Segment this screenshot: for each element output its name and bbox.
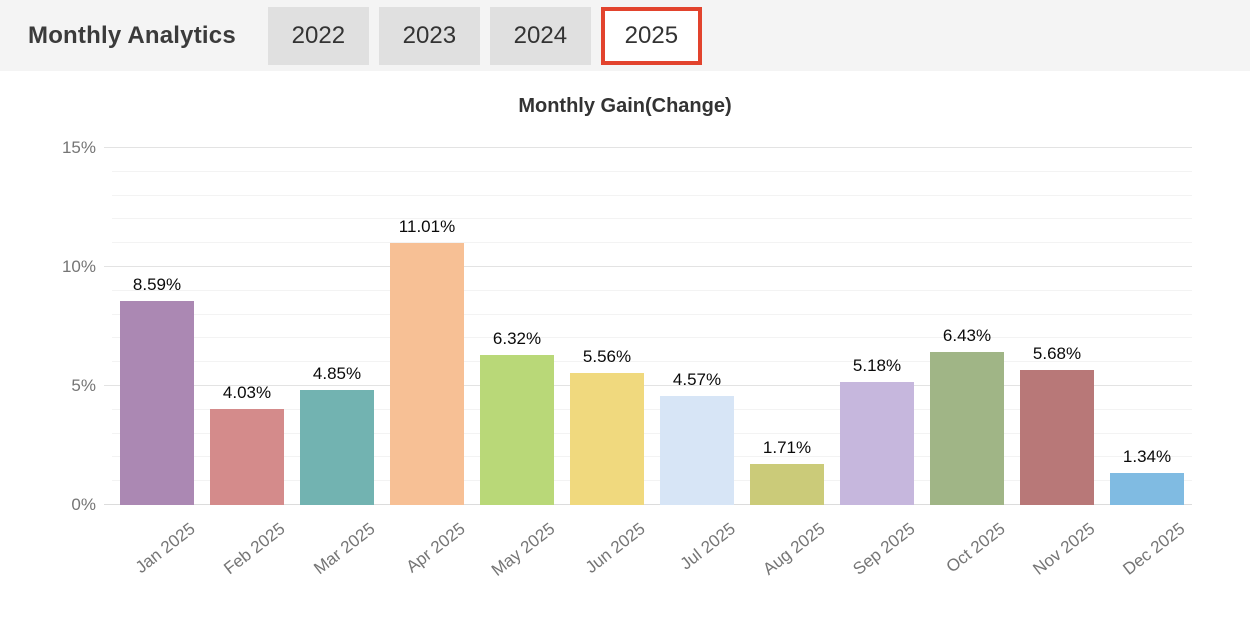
bar-value-label-apr-2025: 11.01% (398, 216, 456, 236)
gridline-minor (112, 480, 1192, 482)
gridline-minor (112, 289, 1192, 291)
bar-feb-2025 (210, 409, 284, 505)
y-tick-0pct: 0% (71, 495, 96, 514)
bar-value-label-feb-2025: 4.03% (222, 383, 272, 403)
x-tick-oct-2025: Oct 2025 (942, 519, 1009, 577)
gridline-minor (112, 361, 1192, 363)
x-slot-aug-2025: Aug 2025 (742, 505, 832, 605)
gridline-major (104, 504, 1192, 505)
gridline-minor (112, 456, 1192, 458)
x-slot-oct-2025: Oct 2025 (922, 505, 1012, 605)
bar-slot-dec-2025: 1.34% (1102, 148, 1192, 505)
x-slot-jan-2025: Jan 2025 (112, 505, 202, 605)
x-slot-feb-2025: Feb 2025 (202, 505, 292, 605)
bar-mar-2025 (300, 389, 374, 505)
bar-sep-2025 (840, 381, 914, 505)
bar-nov-2025 (1020, 369, 1094, 505)
x-axis-labels: Jan 2025 Feb 2025 Mar 2025 Apr 2025 May 2025… (112, 505, 1192, 605)
x-slot-jun-2025: Jun 2025 (562, 505, 652, 605)
bar-jan-2025 (120, 300, 194, 505)
bar-apr-2025 (390, 242, 464, 505)
x-tick-apr-2025: Apr 2025 (402, 519, 469, 577)
bar-value-label-nov-2025: 5.68% (1032, 343, 1082, 363)
bar-may-2025 (480, 354, 554, 505)
bar-slot-oct-2025: 6.43% (922, 148, 1012, 505)
x-tick-sep-2025: Sep 2025 (849, 519, 919, 579)
chart-title: Monthly Gain(Change) (518, 95, 732, 117)
bar-value-label-may-2025: 6.32% (492, 328, 542, 348)
gridline-minor (112, 194, 1192, 196)
x-slot-sep-2025: Sep 2025 (832, 505, 922, 605)
bar-aug-2025 (750, 464, 824, 505)
bar-jun-2025 (570, 372, 644, 505)
header-bar: Monthly Analytics 2022 2023 2024 2025 (0, 0, 1250, 71)
gridline-minor (112, 218, 1192, 220)
bar-slot-aug-2025: 1.71% (742, 148, 832, 505)
x-tick-jun-2025: Jun 2025 (581, 519, 649, 578)
x-tick-dec-2025: Dec 2025 (1119, 519, 1189, 579)
x-tick-nov-2025: Nov 2025 (1029, 519, 1099, 579)
x-tick-jan-2025: Jan 2025 (131, 519, 199, 578)
bar-slot-may-2025: 6.32% (472, 148, 562, 505)
bar-oct-2025 (930, 351, 1004, 505)
x-slot-jul-2025: Jul 2025 (652, 505, 742, 605)
x-slot-mar-2025: Mar 2025 (292, 505, 382, 605)
year-tabs: 2022 2023 2024 2025 (267, 6, 702, 65)
gridline-major (104, 147, 1192, 148)
y-tick-5pct: 5% (71, 376, 96, 395)
bar-slot-nov-2025: 5.68% (1012, 148, 1102, 505)
bar-dec-2025 (1110, 473, 1184, 505)
x-slot-dec-2025: Dec 2025 (1102, 505, 1192, 605)
x-tick-mar-2025: Mar 2025 (310, 519, 379, 579)
x-tick-may-2025: May 2025 (488, 519, 559, 580)
bar-slot-apr-2025: 11.01% (382, 148, 472, 505)
y-tick-15pct: 15% (61, 138, 96, 157)
bar-value-label-mar-2025: 4.85% (312, 363, 362, 383)
x-slot-may-2025: May 2025 (472, 505, 562, 605)
page-title: Monthly Analytics (28, 21, 236, 49)
bar-value-label-jul-2025: 4.57% (672, 370, 722, 390)
tab-2022[interactable]: 2022 (267, 6, 369, 65)
bar-slot-feb-2025: 4.03% (202, 148, 292, 505)
gridline-minor (112, 337, 1192, 339)
x-tick-aug-2025: Aug 2025 (759, 519, 829, 579)
bars-row: 8.59% 4.03% 4.85% 11.01% 6.32% 5.56% 4.57% 1.71… (112, 148, 1192, 505)
tab-2023[interactable]: 2023 (378, 6, 480, 65)
bar-value-label-aug-2025: 1.71% (762, 438, 812, 458)
gridline-major (104, 385, 1192, 386)
tab-2025-active[interactable]: 2025 (600, 6, 702, 65)
x-slot-nov-2025: Nov 2025 (1012, 505, 1102, 605)
x-slot-apr-2025: Apr 2025 (382, 505, 472, 605)
bar-slot-sep-2025: 5.18% (832, 148, 922, 505)
gridline-minor (112, 408, 1192, 410)
gridline-minor (112, 313, 1192, 315)
gridline-minor (112, 242, 1192, 244)
bar-value-label-dec-2025: 1.34% (1122, 447, 1172, 467)
bar-slot-mar-2025: 4.85% (292, 148, 382, 505)
tab-2024[interactable]: 2024 (489, 6, 591, 65)
bar-slot-jul-2025: 4.57% (652, 148, 742, 505)
x-tick-feb-2025: Feb 2025 (220, 519, 289, 579)
bar-slot-jun-2025: 5.56% (562, 148, 652, 505)
gridline-minor (112, 432, 1192, 434)
y-tick-10pct: 10% (61, 257, 96, 276)
gridline-minor (112, 170, 1192, 172)
bar-chart: 8.59% 4.03% 4.85% 11.01% 6.32% 5.56% 4.57% 1.71… (62, 138, 1192, 580)
gridline-major (104, 266, 1192, 267)
bar-value-label-oct-2025: 6.43% (942, 325, 992, 345)
bar-value-label-jun-2025: 5.56% (582, 346, 632, 366)
bar-jul-2025 (660, 396, 734, 505)
bar-value-label-sep-2025: 5.18% (852, 355, 902, 375)
bar-slot-jan-2025: 8.59% (112, 148, 202, 505)
x-tick-jul-2025: Jul 2025 (676, 519, 739, 574)
bar-value-label-jan-2025: 8.59% (132, 274, 182, 294)
